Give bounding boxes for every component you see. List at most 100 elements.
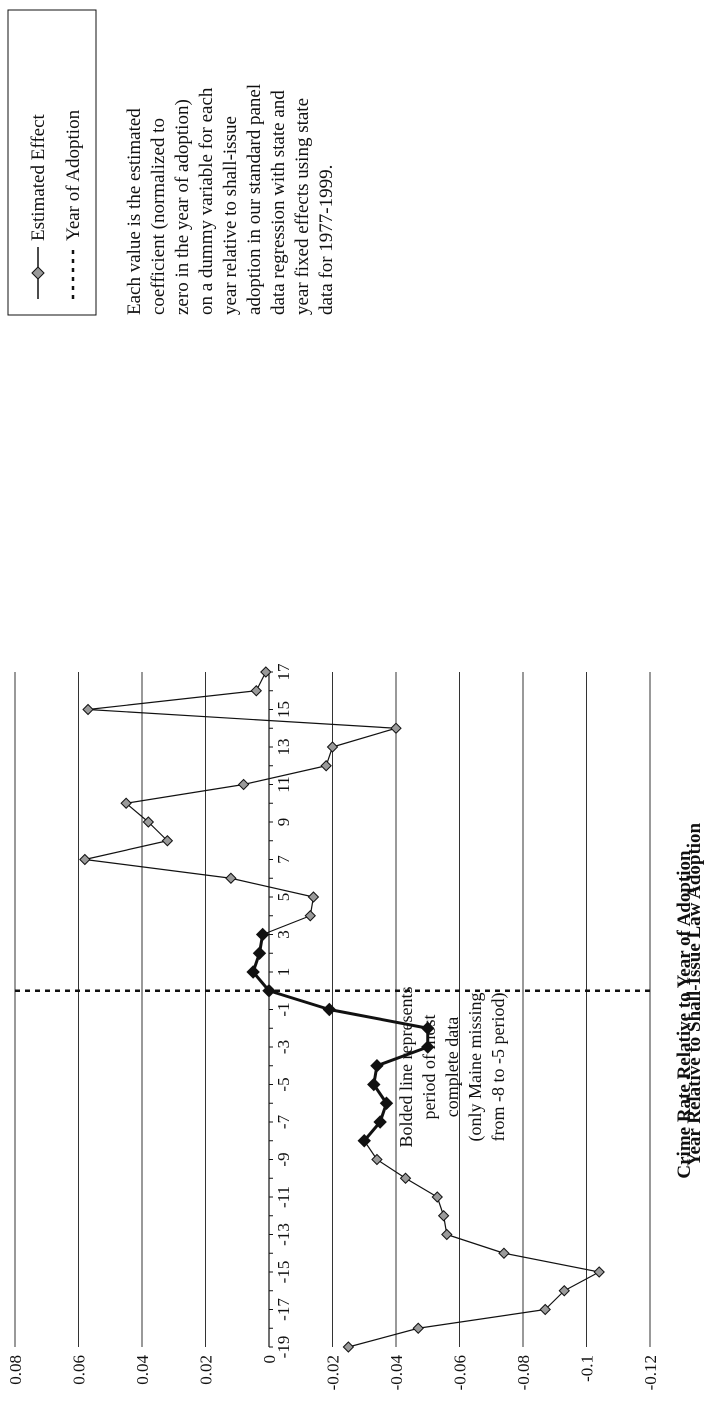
y-tick-label: -0.04 bbox=[387, 1355, 406, 1391]
y-axis-label: Crime Rate Relative to Year of Adoption bbox=[674, 850, 695, 1179]
series-segment bbox=[125, 802, 149, 823]
series-segment bbox=[84, 840, 168, 861]
data-point bbox=[431, 1191, 443, 1203]
data-point bbox=[237, 778, 250, 791]
method-note-line: Each value is the estimated bbox=[124, 108, 145, 315]
data-point bbox=[371, 1153, 383, 1166]
method-note-line: data regression with state and bbox=[268, 90, 289, 315]
series-segment bbox=[503, 1252, 600, 1273]
data-point bbox=[326, 741, 339, 753]
bold-note-line: period of most bbox=[419, 1015, 439, 1120]
series-segment bbox=[262, 915, 311, 936]
data-point bbox=[250, 685, 263, 697]
legend-label: Estimated Effect bbox=[28, 113, 49, 241]
method-note: Each value is the estimated coefficient (… bbox=[124, 84, 337, 315]
method-note-line: year relative to shall-issue bbox=[220, 116, 241, 315]
data-point bbox=[379, 1096, 394, 1110]
data-point bbox=[255, 927, 270, 942]
x-tick-label: -7 bbox=[274, 1114, 293, 1129]
x-tick-label: 13 bbox=[274, 739, 293, 756]
x-tick-label: -5 bbox=[274, 1077, 293, 1091]
y-tick-label: -0.1 bbox=[578, 1355, 597, 1382]
y-tick-label: 0.04 bbox=[133, 1355, 152, 1385]
y-tick-label: 0 bbox=[260, 1355, 279, 1364]
data-point bbox=[390, 722, 402, 734]
data-point bbox=[373, 1115, 387, 1129]
x-tick-label: 1 bbox=[274, 968, 293, 977]
series-segment bbox=[329, 1008, 429, 1030]
data-point bbox=[252, 946, 267, 960]
data-point bbox=[246, 965, 260, 979]
method-note-line: coefficient (normalized to bbox=[148, 118, 169, 315]
series-segment bbox=[544, 1290, 565, 1310]
method-note-line: adoption in our standard panel bbox=[244, 84, 265, 315]
x-tick-label: -1 bbox=[274, 1002, 293, 1016]
data-point bbox=[79, 853, 91, 866]
x-tick-label: -17 bbox=[274, 1298, 293, 1321]
x-tick-label: -15 bbox=[274, 1261, 293, 1284]
series-segment bbox=[230, 877, 314, 898]
y-tick-label: 0.08 bbox=[6, 1355, 25, 1385]
y-tick-label: -0.12 bbox=[641, 1355, 660, 1390]
series-segment bbox=[126, 783, 244, 804]
series-segment bbox=[87, 690, 257, 711]
series-segment bbox=[376, 1045, 429, 1068]
data-point bbox=[357, 1134, 371, 1148]
x-tick-label: -9 bbox=[274, 1152, 293, 1166]
series-segment bbox=[332, 727, 397, 748]
data-point bbox=[412, 1322, 424, 1334]
data-point bbox=[498, 1247, 510, 1259]
legend-marker-symbol bbox=[31, 266, 45, 280]
estimated-effect-series bbox=[79, 666, 605, 1353]
data-point bbox=[320, 760, 332, 772]
series-segment bbox=[84, 858, 231, 879]
x-tick-label: -19 bbox=[274, 1336, 293, 1359]
legend: Estimated Effect Year of Adoption bbox=[7, 9, 97, 316]
y-tick-label: -0.02 bbox=[324, 1355, 343, 1390]
method-note-line: year fixed effects using state bbox=[292, 98, 313, 315]
series-segment bbox=[87, 708, 397, 729]
data-point bbox=[142, 816, 155, 828]
data-point bbox=[593, 1266, 605, 1278]
x-tick-label: 3 bbox=[274, 930, 293, 939]
bold-note-line: Bolded line represents bbox=[396, 987, 416, 1148]
x-tick-label: -3 bbox=[274, 1040, 293, 1054]
data-point bbox=[307, 891, 320, 903]
data-point bbox=[399, 1172, 412, 1184]
data-point bbox=[161, 835, 174, 847]
x-tick-label: 17 bbox=[274, 663, 293, 681]
x-tick-label: 15 bbox=[274, 701, 293, 718]
data-point bbox=[120, 797, 132, 809]
data-point bbox=[421, 1021, 435, 1035]
data-point bbox=[370, 1059, 384, 1073]
y-axis: 0.08 0.06 0.04 0.02 0 -0.02 -0.04 -0.06 -0.08 -0.… bbox=[6, 1355, 660, 1391]
legend-label: Year of Adoption bbox=[63, 109, 84, 241]
data-point bbox=[82, 703, 94, 716]
series-segment bbox=[147, 821, 168, 842]
x-tick-label: -11 bbox=[274, 1186, 293, 1208]
bold-note-line: complete data bbox=[442, 1017, 462, 1117]
data-point bbox=[367, 1077, 381, 1092]
bold-note-line: from -8 to -5 period) bbox=[488, 993, 509, 1142]
data-point bbox=[225, 872, 237, 884]
series-segment bbox=[405, 1177, 438, 1198]
x-tick-label: 5 bbox=[274, 893, 293, 902]
series-segment bbox=[348, 1327, 419, 1348]
method-note-line: on a dummy variable for each bbox=[196, 87, 217, 315]
series-segment bbox=[243, 765, 327, 786]
data-point bbox=[558, 1285, 570, 1297]
y-tick-label: 0.02 bbox=[197, 1355, 216, 1385]
series-segment bbox=[418, 1308, 546, 1329]
series-segment bbox=[376, 1158, 406, 1179]
data-point bbox=[262, 984, 276, 998]
series-segment bbox=[446, 1233, 505, 1254]
data-point bbox=[304, 910, 316, 922]
x-tick-label: -13 bbox=[274, 1223, 293, 1246]
data-point bbox=[322, 1002, 337, 1017]
data-point bbox=[539, 1303, 551, 1316]
x-tick-label: 7 bbox=[274, 855, 293, 864]
y-tick-label: -0.08 bbox=[514, 1355, 533, 1390]
data-point bbox=[342, 1341, 355, 1353]
